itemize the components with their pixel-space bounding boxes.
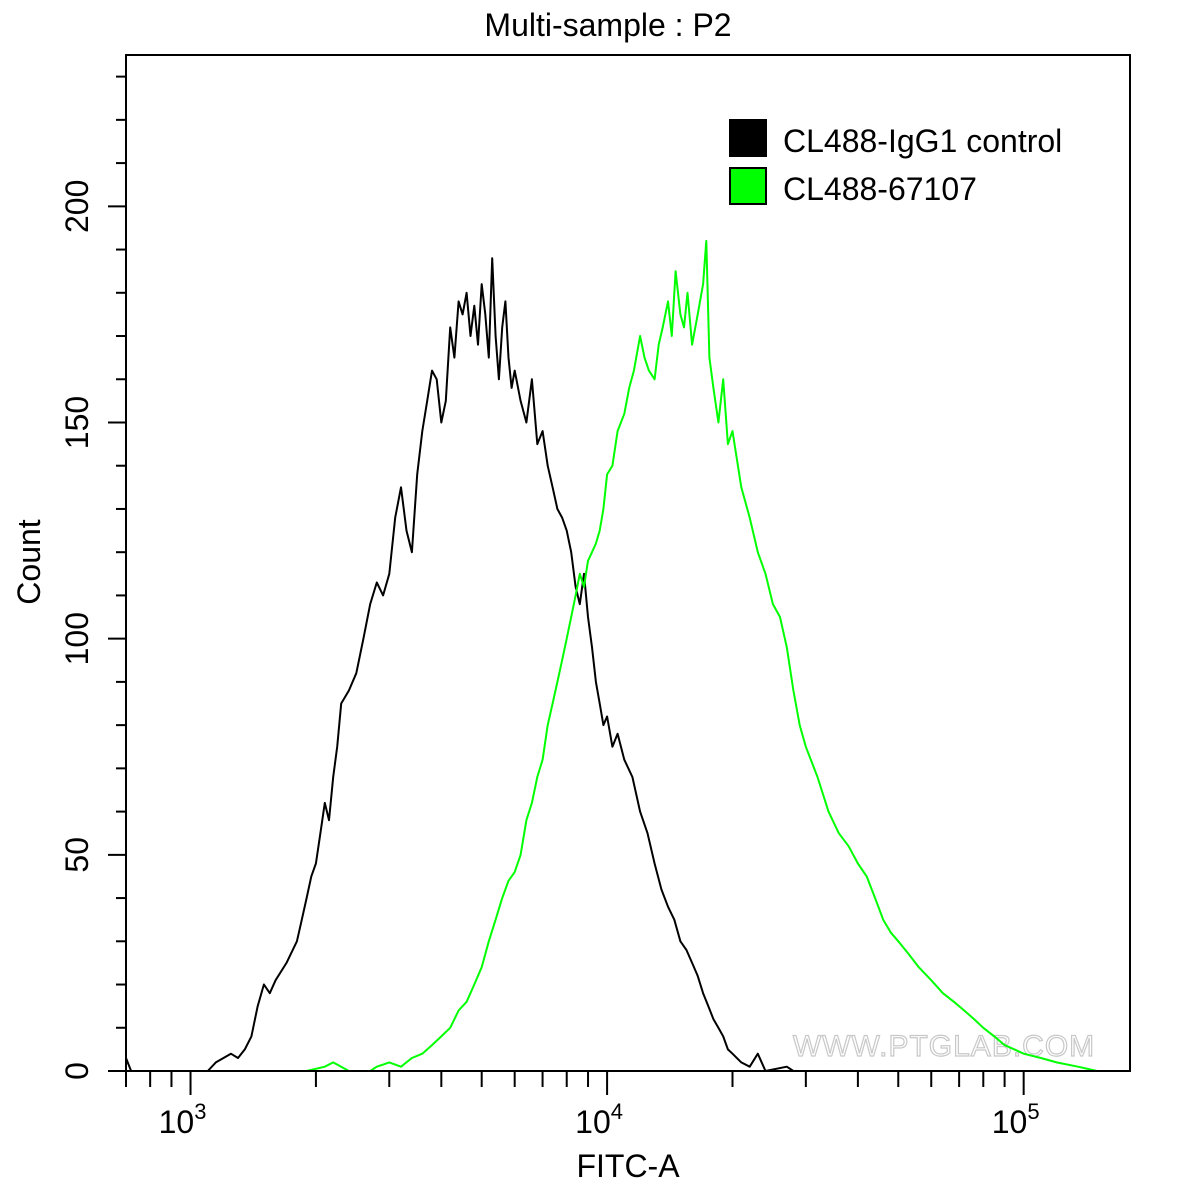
y-tick-label: 200 bbox=[59, 180, 95, 233]
x-axis: 103 104 105 bbox=[125, 1071, 1040, 1140]
x-tick-label: 105 bbox=[992, 1099, 1040, 1140]
series-line-1 bbox=[306, 239, 1130, 1072]
y-tick-label: 100 bbox=[59, 612, 95, 665]
y-tick-label: 0 bbox=[59, 1062, 95, 1080]
watermark: WWW.PTGLAB.COM bbox=[793, 1030, 1095, 1063]
x-tick-label: 103 bbox=[159, 1099, 207, 1140]
legend-label-control: CL488-IgG1 control bbox=[783, 123, 1062, 159]
y-axis-label: Count bbox=[11, 519, 47, 605]
legend-swatch-67107 bbox=[729, 167, 767, 205]
legend-swatch-control bbox=[729, 119, 767, 157]
series-line-0 bbox=[125, 257, 794, 1072]
y-tick-label: 50 bbox=[59, 837, 95, 873]
y-tick-label: 150 bbox=[59, 396, 95, 449]
chart-title: Multi-sample : P2 bbox=[484, 7, 731, 43]
x-tick-label: 104 bbox=[575, 1099, 623, 1140]
legend-label-67107: CL488-67107 bbox=[783, 171, 977, 207]
y-axis: 0 50 100 150 200 bbox=[59, 75, 126, 1080]
series-layer bbox=[125, 239, 1130, 1072]
legend: CL488-IgG1 control CL488-67107 bbox=[729, 119, 1062, 207]
x-axis-label: FITC-A bbox=[576, 1148, 680, 1184]
plot-frame bbox=[125, 54, 1131, 1072]
